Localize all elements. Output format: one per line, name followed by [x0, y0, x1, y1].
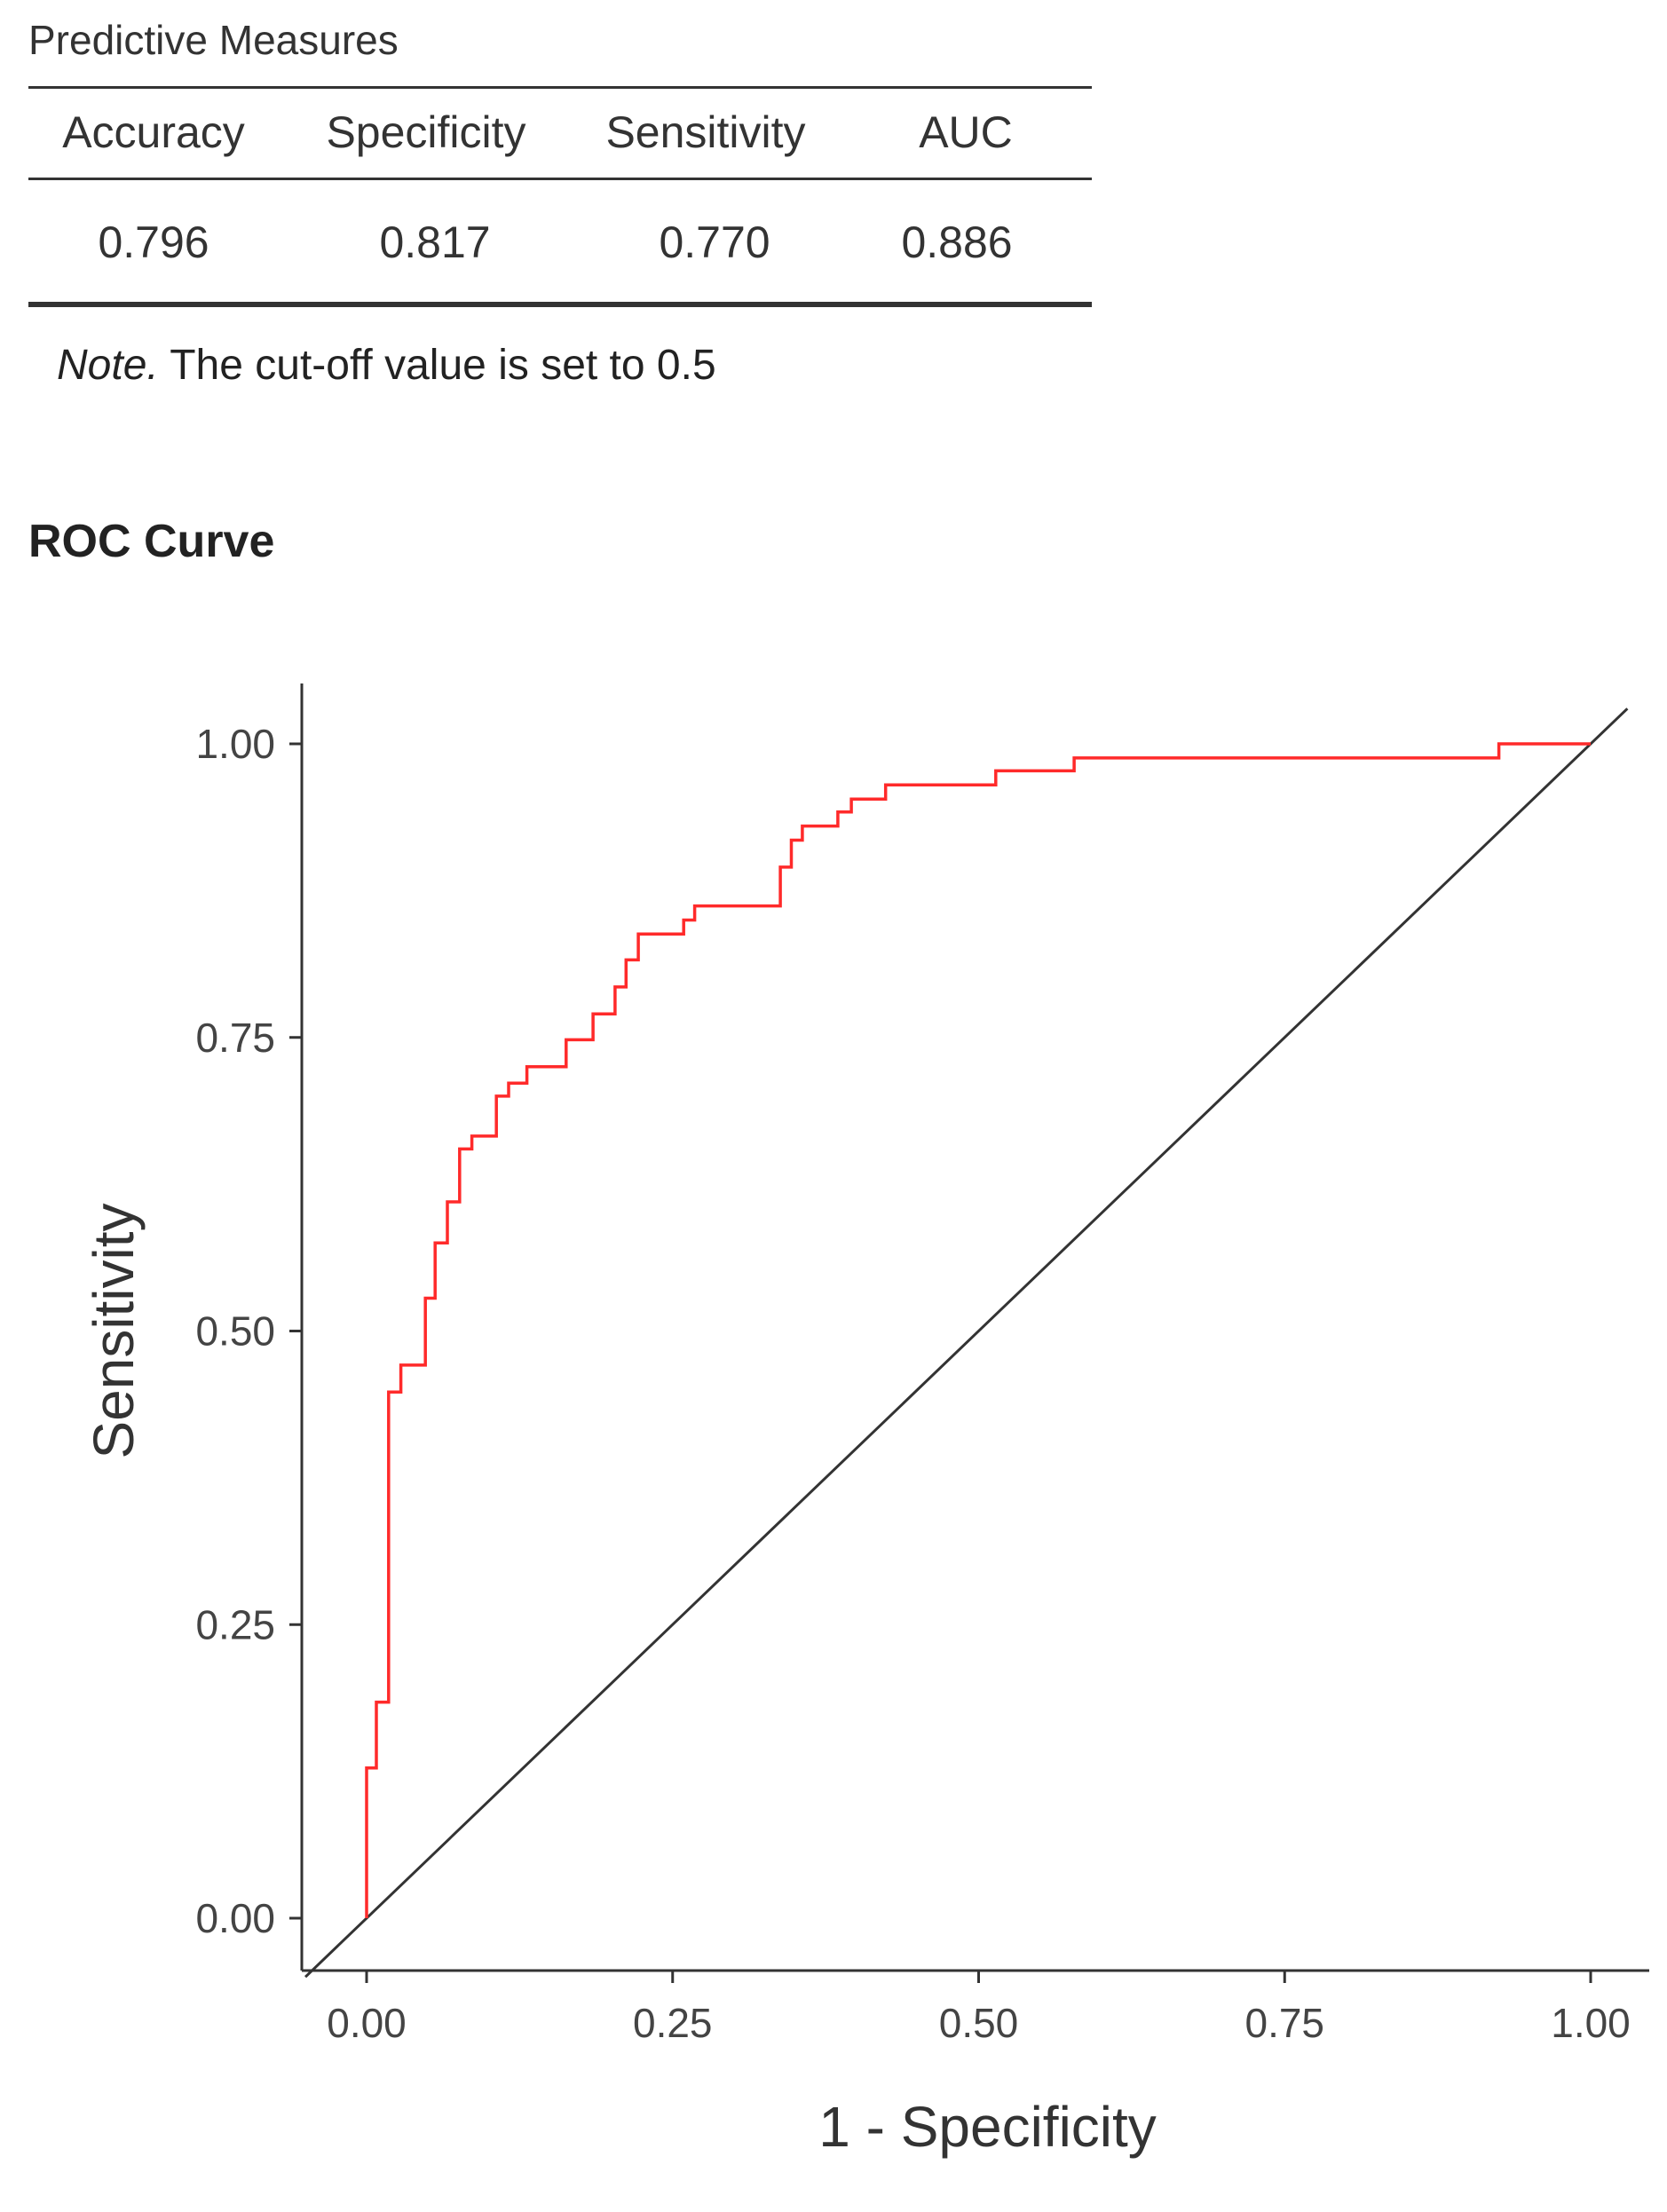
y-axis-title: Sensitivity — [82, 1203, 146, 1458]
column-header-specificity: Specificity — [326, 107, 526, 157]
table-header-rule — [28, 178, 1092, 180]
column-header-auc: AUC — [919, 107, 1013, 157]
y-tick-label: 0.50 — [195, 1308, 275, 1355]
y-tick-label: 0.25 — [195, 1601, 275, 1647]
value-specificity: 0.817 — [379, 217, 491, 267]
y-tick-label: 0.75 — [195, 1015, 275, 1061]
value-accuracy: 0.796 — [98, 217, 209, 267]
predictive-measures-title: Predictive Measures — [28, 17, 399, 63]
x-axis-title: 1 - Specificity — [818, 2095, 1157, 2159]
roc-curve-title: ROC Curve — [28, 516, 275, 567]
x-tick-label: 1.00 — [1551, 2000, 1631, 2046]
x-tick-label: 0.75 — [1244, 2000, 1324, 2046]
x-tick-label: 0.00 — [327, 2000, 407, 2046]
x-tick-label: 0.50 — [939, 2000, 1019, 2046]
reference-diagonal-line — [304, 707, 1629, 1979]
y-tick-label: 0.00 — [195, 1895, 275, 1941]
column-header-accuracy: Accuracy — [62, 107, 245, 157]
x-tick-label: 0.25 — [633, 2000, 713, 2046]
table-bottom-rule — [28, 302, 1092, 307]
roc-curve-line — [365, 742, 1591, 1918]
value-auc: 0.886 — [901, 217, 1013, 267]
note-label: Note. — [57, 342, 159, 389]
note-text: The cut-off value is set to 0.5 — [158, 342, 716, 389]
table-top-rule — [28, 86, 1092, 89]
value-sensitivity: 0.770 — [659, 217, 770, 267]
table-note: Note. The cut-off value is set to 0.5 — [57, 341, 716, 390]
column-header-sensitivity: Sensitivity — [605, 107, 806, 157]
y-tick-label: 1.00 — [195, 721, 275, 767]
